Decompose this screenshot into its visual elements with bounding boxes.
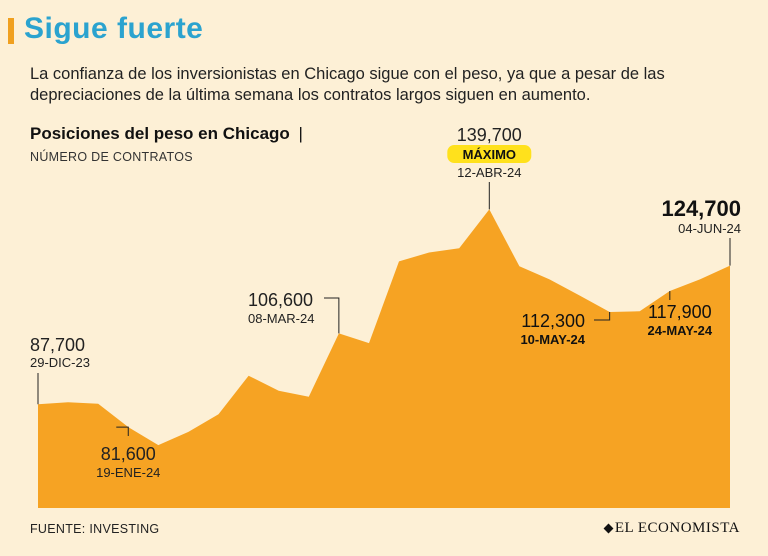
annotation-date-10-may-24: 10-MAY-24 (520, 332, 585, 347)
brand-logo-text: EL ECONOMISTA (614, 520, 740, 536)
annotation-value-08-mar-24: 106,600 (248, 290, 313, 310)
page-title: Sigue fuerte (24, 12, 204, 45)
annotation-date-19-ene-24: 19-ENE-24 (96, 465, 160, 480)
brand-logo: EL ECONOMISTA (603, 520, 740, 537)
annotation-date-29-dic-23: 29-DIC-23 (30, 355, 90, 370)
annotation-value-04-jun-24: 124,700 (661, 196, 741, 221)
page-subtitle: La confianza de los inversionistas en Ch… (30, 65, 665, 104)
annotation-leader-19-ene-24 (116, 426, 129, 436)
annotation-value-12-abr-24: 139,700 (457, 125, 522, 145)
annotation-date-12-abr-24: 12-ABR-24 (457, 165, 521, 180)
annotation-date-04-jun-24: 04-JUN-24 (678, 221, 741, 236)
annotation-value-24-may-24: 117,900 (648, 302, 712, 322)
max-badge-label: MÁXIMO (463, 147, 516, 162)
annotation-date-24-may-24: 24-MAY-24 (648, 323, 713, 338)
annotation-leader-10-may-24 (594, 312, 611, 321)
area-series (38, 209, 730, 508)
title-accent-bar (8, 18, 14, 44)
chart-title-separator: | (298, 124, 303, 143)
annotation-leader-08-mar-24 (324, 297, 340, 334)
annotation-date-08-mar-24: 08-MAR-24 (248, 311, 314, 326)
max-badge-background (447, 145, 532, 163)
annotation-value-10-may-24: 112,300 (521, 311, 585, 331)
annotation-value-29-dic-23: 87,700 (30, 335, 85, 355)
chart-unit-label: NÚMERO DE CONTRATOS (30, 150, 193, 164)
brand-logo-mark (603, 523, 614, 534)
source-note: FUENTE: INVESTING (30, 522, 160, 536)
annotation-value-19-ene-24: 81,600 (101, 444, 156, 464)
chart-title: Posiciones del peso en Chicago | (30, 124, 303, 144)
chart-title-text: Posiciones del peso en Chicago (30, 124, 290, 143)
